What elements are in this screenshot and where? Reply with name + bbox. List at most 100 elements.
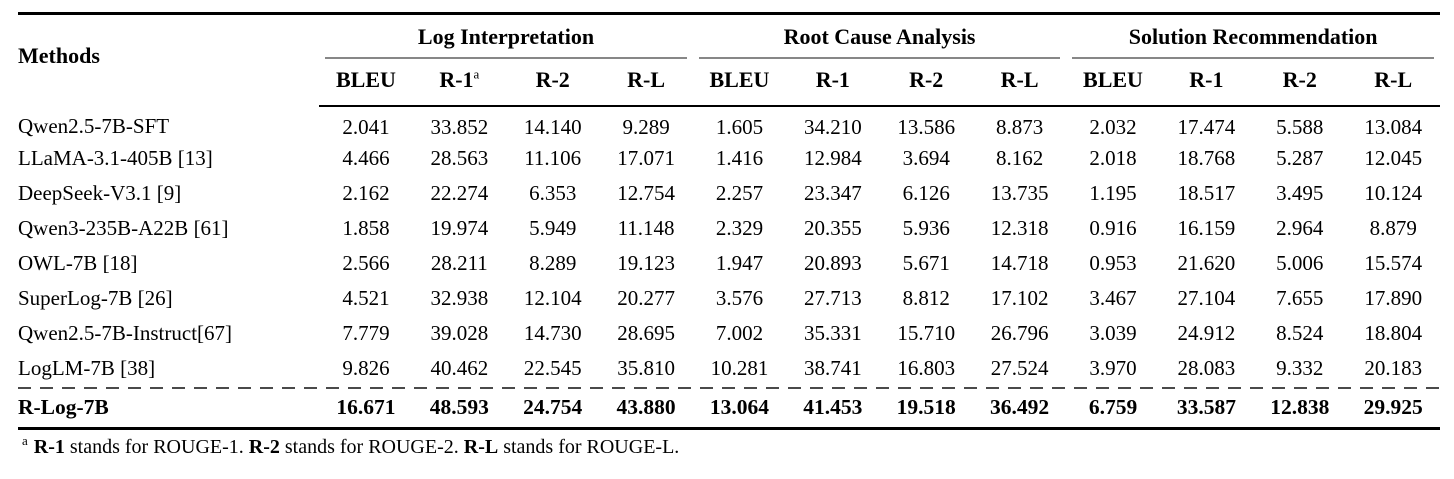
metric-value-cell: 8.879: [1369, 216, 1417, 240]
metric-value-cell: 22.545: [523, 356, 582, 380]
footnote-text: R-1 stands for ROUGE-1. R-2 stands for R…: [34, 436, 680, 458]
metric-value-cell: 3.039: [1089, 321, 1137, 345]
metric-column-header: BLEU: [319, 59, 413, 107]
metric-value-cell: 35.331: [803, 321, 862, 345]
metric-value-cell: 6.759: [1088, 395, 1138, 420]
metric-value-cell: 23.347: [803, 181, 862, 205]
metric-value-cell: 13.735: [990, 181, 1049, 205]
footnote-description: stands for ROUGE-1.: [64, 435, 249, 458]
metric-value-cell: 2.329: [715, 216, 764, 240]
metric-value-cell: 20.893: [803, 251, 862, 275]
metric-value-cell: 19.123: [617, 251, 675, 275]
metric-column-header: R-L: [1346, 59, 1440, 107]
group-header-log-interpretation: Log Interpretation: [319, 14, 693, 59]
metric-value-cell: 11.106: [524, 146, 582, 170]
metric-value-cell: 9.826: [342, 356, 390, 380]
metric-value-cell: 33.587: [1176, 395, 1236, 420]
metric-value-cell: 3.495: [1276, 181, 1324, 205]
metric-value-cell: 8.162: [995, 146, 1044, 170]
metric-value-cell: 15.574: [1364, 251, 1423, 275]
group-label: Root Cause Analysis: [698, 24, 1061, 59]
footnote-term: R-1: [33, 435, 65, 458]
metric-value-cell: 28.083: [1177, 356, 1236, 380]
metric-value-cell: 17.474: [1177, 114, 1236, 139]
metric-value-cell: 8.289: [529, 251, 577, 275]
table-row: DeepSeek-V3.1 [9] 2.162 22.274 6.353 12.754 2…: [18, 176, 1440, 211]
metric-value-cell: 8.873: [995, 114, 1044, 139]
metric-column-header: R-1: [1159, 59, 1254, 107]
metric-column-header: R-2: [506, 59, 600, 107]
table-row: Qwen2.5-7B-Instruct[67] 7.779 39.028 14.730…: [18, 316, 1440, 351]
metric-value-cell: 5.671: [902, 251, 950, 275]
metric-value-cell: 2.041: [342, 114, 390, 139]
metric-value-cell: 24.754: [523, 395, 583, 420]
metric-column-header: R-2: [879, 59, 973, 107]
metric-value-cell: 43.880: [616, 395, 676, 420]
metric-value-cell: 27.104: [1177, 286, 1236, 310]
table-row: LogLM-7B [38] 9.826 40.462 22.545 35.810 10.2…: [18, 351, 1440, 386]
metric-value-cell: 28.563: [430, 146, 489, 170]
metric-header-row: BLEU R-1a R-2 R-L BLEU R-1 R-2 R-L BLEU R-1 R-2 R-L: [18, 59, 1440, 107]
metric-value-cell: 17.890: [1364, 286, 1423, 310]
metric-value-cell: 5.936: [902, 216, 950, 240]
metric-value-cell: 13.586: [897, 114, 956, 139]
footnote-description: stands for ROUGE-L.: [498, 435, 680, 458]
metric-value-cell: 5.287: [1276, 146, 1324, 170]
metric-value-cell: 3.694: [902, 146, 950, 170]
metric-value-cell: 12.754: [617, 181, 675, 205]
method-name-cell: SuperLog-7B [26]: [18, 286, 173, 310]
table-row: OWL-7B [18] 2.566 28.211 8.289 19.123 1.947 20…: [18, 246, 1440, 281]
metric-value-cell: 0.916: [1089, 216, 1137, 240]
metric-value-cell: 28.211: [430, 251, 488, 275]
metric-value-cell: 17.071: [617, 146, 675, 170]
method-name-cell: DeepSeek-V3.1 [9]: [18, 181, 182, 205]
metric-value-cell: 3.970: [1089, 356, 1137, 380]
metric-value-cell: 11.148: [617, 216, 675, 240]
dashed-separator: [18, 386, 1440, 389]
metric-value-cell: 10.124: [1364, 181, 1423, 205]
metric-value-cell: 12.104: [523, 286, 582, 310]
metric-value-cell: 18.517: [1177, 181, 1236, 205]
metric-value-cell: 32.938: [430, 286, 489, 310]
metric-value-cell: 28.695: [617, 321, 675, 345]
metric-value-cell: 4.466: [342, 146, 390, 170]
table-row: Qwen2.5-7B-SFT 2.041 33.852 14.140 9.289 1.60…: [18, 106, 1440, 141]
metric-value-cell: 9.289: [622, 114, 670, 139]
metric-value-cell: 16.159: [1177, 216, 1236, 240]
metric-value-cell: 16.803: [897, 356, 956, 380]
metric-value-cell: 12.984: [803, 146, 862, 170]
metric-value-cell: 9.332: [1276, 356, 1324, 380]
method-name-cell: R-Log-7B: [18, 395, 109, 420]
metric-value-cell: 20.277: [617, 286, 675, 310]
metric-value-cell: 13.084: [1364, 114, 1423, 139]
metric-value-cell: 22.274: [430, 181, 489, 205]
table-footnote: a R-1 stands for ROUGE-1. R-2 stands for …: [22, 434, 1440, 460]
metric-value-cell: 6.126: [902, 181, 950, 205]
metric-value-cell: 2.032: [1089, 114, 1137, 139]
metric-value-cell: 14.718: [990, 251, 1049, 275]
metric-value-cell: 7.655: [1276, 286, 1324, 310]
metric-value-cell: 14.730: [523, 321, 582, 345]
metric-value-cell: 20.355: [803, 216, 862, 240]
metric-value-cell: 15.710: [897, 321, 956, 345]
metric-value-cell: 33.852: [430, 114, 489, 139]
metric-value-cell: 7.002: [715, 321, 764, 345]
metric-value-cell: 34.210: [803, 114, 862, 139]
metric-value-cell: 17.102: [990, 286, 1049, 310]
metric-column-header: BLEU: [692, 59, 787, 107]
metric-value-cell: 20.183: [1364, 356, 1423, 380]
metric-value-cell: 18.768: [1177, 146, 1236, 170]
group-header-solution-recommendation: Solution Recommendation: [1066, 14, 1440, 59]
metric-value-cell: 1.605: [715, 114, 764, 139]
metric-value-cell: 4.521: [342, 286, 390, 310]
metric-value-cell: 1.858: [342, 216, 390, 240]
metric-value-cell: 39.028: [430, 321, 489, 345]
metric-value-cell: 0.953: [1089, 251, 1137, 275]
method-name-cell: OWL-7B [18]: [18, 251, 138, 275]
metric-value-cell: 7.779: [342, 321, 390, 345]
table-row: Qwen3-235B-A22B [61] 1.858 19.974 5.949 11.1…: [18, 211, 1440, 246]
method-name-cell: Qwen2.5-7B-SFT: [18, 114, 170, 138]
metric-value-cell: 5.588: [1276, 114, 1324, 139]
metric-value-cell: 10.281: [710, 356, 769, 380]
group-label: Log Interpretation: [325, 24, 687, 59]
